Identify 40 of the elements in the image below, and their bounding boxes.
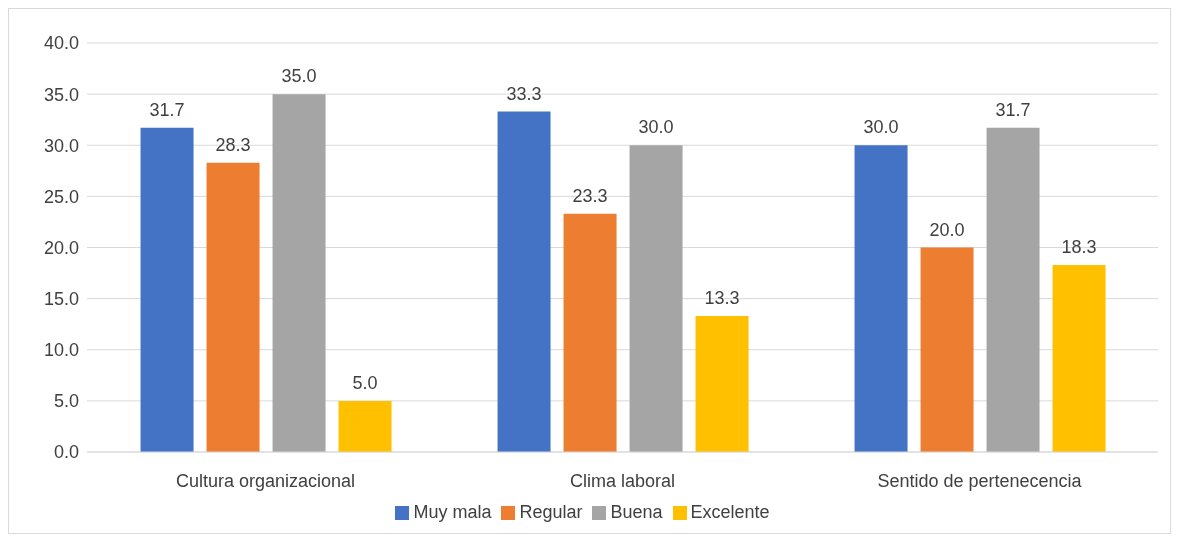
data-label: 35.0 (281, 66, 317, 87)
data-label: 20.0 (929, 219, 965, 240)
legend-label: Excelente (690, 502, 770, 522)
x-tick-label: Sentido de pertenecencia (877, 470, 1083, 491)
bar (563, 213, 617, 452)
data-label: 30.0 (863, 117, 899, 138)
bar (1052, 264, 1106, 452)
data-label: 31.7 (149, 99, 185, 120)
y-tick-label: 35.0 (43, 84, 79, 105)
bar (338, 400, 392, 452)
y-tick-label: 40.0 (43, 33, 79, 54)
data-label: 31.7 (995, 99, 1031, 120)
legend-label: Regular (519, 502, 583, 522)
data-label: 33.3 (506, 83, 542, 104)
data-label: 28.3 (215, 134, 251, 155)
y-tick-label: 15.0 (43, 289, 79, 310)
bar (272, 94, 326, 452)
data-label: 23.3 (572, 185, 608, 206)
bar (854, 145, 908, 452)
bar (140, 127, 194, 452)
bar (986, 127, 1040, 452)
y-tick-label: 0.0 (53, 442, 79, 463)
data-label: 18.3 (1061, 236, 1097, 257)
bar (497, 111, 551, 452)
bar (920, 247, 974, 452)
bar (206, 162, 260, 452)
y-tick-label: 30.0 (43, 135, 79, 156)
legend-label: Muy mala (413, 502, 492, 522)
bar (629, 145, 683, 452)
x-tick-label: Clima laboral (569, 470, 676, 491)
bar (695, 316, 749, 452)
data-label: 5.0 (352, 372, 378, 393)
y-tick-label: 5.0 (53, 391, 79, 412)
data-label: 13.3 (704, 288, 740, 309)
y-tick-label: 25.0 (43, 186, 79, 207)
data-label: 30.0 (638, 117, 674, 138)
y-tick-label: 20.0 (43, 237, 79, 258)
x-tick-label: Cultura organizacional (175, 470, 356, 491)
y-tick-label: 10.0 (43, 340, 79, 361)
legend-label: Buena (610, 502, 663, 522)
